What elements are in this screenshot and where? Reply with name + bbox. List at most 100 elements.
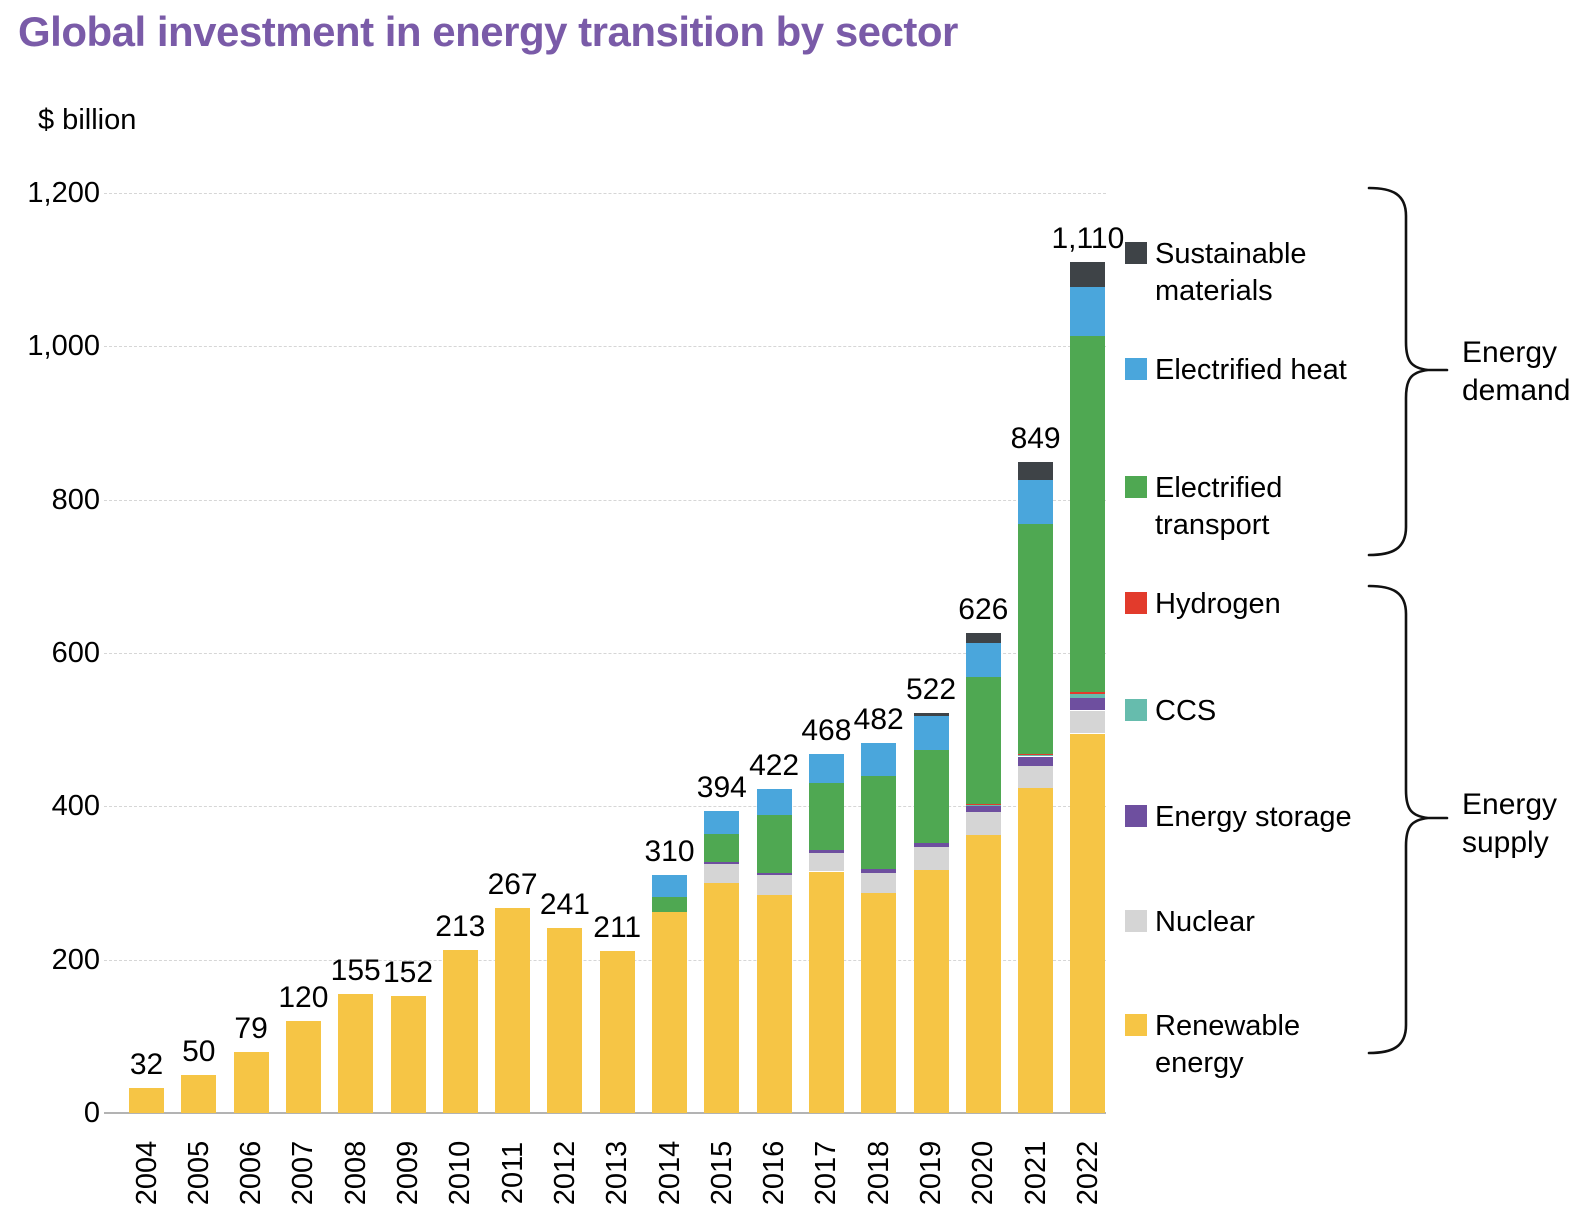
gridline-1,000 <box>104 346 1106 348</box>
bar-2021-electrified-heat <box>1018 479 1054 525</box>
legend-label-line: CCS <box>1155 695 1217 727</box>
bar-total-label-2006: 79 <box>234 1012 268 1046</box>
bar-2016-electrified-transport <box>756 814 792 874</box>
bar-total-label-2005: 50 <box>182 1034 216 1068</box>
x-axis-label-2014: 2014 <box>653 1140 686 1206</box>
bar-2019-sustainable-materials <box>913 712 949 716</box>
legend-swatch-renewable-energy <box>1125 1014 1147 1036</box>
bar-2018-renewable-energy <box>861 892 897 1113</box>
bar-2020-hydrogen <box>965 804 1001 805</box>
y-tick-label: 200 <box>51 943 100 976</box>
bracket-label-line: supply <box>1462 826 1549 859</box>
bar-total-label-2004: 32 <box>129 1048 164 1082</box>
bar-2017-electrified-heat <box>808 754 844 783</box>
legend-swatch-ccs <box>1125 699 1147 721</box>
gridline-800 <box>104 499 1106 501</box>
bar-total-label-2019: 522 <box>905 672 957 706</box>
bar-2017-renewable-energy <box>808 871 844 1113</box>
bar-2016-nuclear <box>756 874 792 896</box>
x-axis-label-2004: 2004 <box>130 1140 163 1206</box>
legend-label-line: Hydrogen <box>1155 588 1281 620</box>
bar-2018-nuclear <box>861 873 897 893</box>
bar-total-label-2009: 152 <box>382 956 434 990</box>
legend-item-renewable-energy: Renewable energy <box>1125 1008 1300 1082</box>
bar-2019-energy-storage <box>913 843 949 847</box>
bar-2016-electrified-heat <box>756 789 792 815</box>
bar-2017-electrified-transport <box>808 782 844 851</box>
bar-total-label-2015: 394 <box>696 770 747 804</box>
bar-2021-electrified-transport <box>1018 524 1054 755</box>
legend-item-hydrogen: Hydrogen <box>1125 586 1281 623</box>
bar-2011-renewable-energy <box>495 908 531 1113</box>
bar-2021-nuclear <box>1018 765 1054 788</box>
bar-total-label-2018: 482 <box>853 703 904 737</box>
bar-2021-sustainable-materials <box>1018 462 1054 480</box>
legend-label-electrified-transport: Electrified transport <box>1155 470 1282 544</box>
x-axis-label-2007: 2007 <box>287 1140 320 1206</box>
y-tick-label: 600 <box>51 637 100 669</box>
bar-2008-renewable-energy <box>338 994 374 1113</box>
legend-item-ccs: CCS <box>1125 693 1216 730</box>
legend-swatch-hydrogen <box>1125 592 1147 614</box>
bar-2016-energy-storage <box>756 873 792 875</box>
bar-total-label-2012: 241 <box>539 888 590 922</box>
bar-2018-electrified-heat <box>861 743 897 776</box>
bar-2022-nuclear <box>1070 710 1106 734</box>
legend-label-line: materials <box>1155 275 1273 307</box>
x-axis-line <box>104 1112 1106 1114</box>
legend-label-line: transport <box>1155 509 1270 541</box>
energy-supply-brace <box>1367 584 1449 1055</box>
bar-2015-renewable-energy <box>704 883 740 1113</box>
legend-label-line: Electrified heat <box>1155 354 1347 386</box>
x-axis-label-2013: 2013 <box>601 1140 634 1206</box>
bar-total-label-2013: 211 <box>593 911 642 945</box>
bar-2022-electrified-transport <box>1070 336 1106 693</box>
bar-2022-electrified-heat <box>1070 287 1106 337</box>
bar-2009-renewable-energy <box>390 996 426 1113</box>
bar-2015-electrified-heat <box>704 810 740 834</box>
y-tick-label: 800 <box>51 483 100 516</box>
x-axis-label-2008: 2008 <box>339 1140 372 1206</box>
gridline-400 <box>104 806 1106 808</box>
gridline-600 <box>104 653 1106 654</box>
bar-2022-hydrogen <box>1070 692 1106 694</box>
legend-label-ccs: CCS <box>1155 693 1216 730</box>
bar-2005-renewable-energy <box>181 1074 217 1113</box>
bar-2019-electrified-transport <box>913 750 949 844</box>
x-axis-label-2015: 2015 <box>705 1140 738 1206</box>
bar-2019-electrified-heat <box>913 715 949 751</box>
legend-label-nuclear: Nuclear <box>1155 904 1255 941</box>
bar-2015-electrified-transport <box>704 833 740 863</box>
bar-2020-electrified-transport <box>965 676 1001 805</box>
x-axis-label-2005: 2005 <box>182 1140 215 1206</box>
bar-2012-renewable-energy <box>547 928 583 1113</box>
legend-label-line: Energy storage <box>1155 801 1352 833</box>
bracket-label-line: Energy <box>1462 788 1558 821</box>
x-axis-label-2018: 2018 <box>862 1140 895 1206</box>
bar-2004-renewable-energy <box>129 1088 164 1113</box>
gridline-1,200 <box>104 193 1106 194</box>
bar-2020-electrified-heat <box>965 643 1001 677</box>
legend-swatch-energy-storage <box>1125 805 1147 827</box>
bar-2021-hydrogen <box>1018 754 1054 755</box>
bar-2007-renewable-energy <box>285 1021 321 1113</box>
y-tick-label: 1,200 <box>27 177 100 209</box>
x-axis-label-2016: 2016 <box>758 1140 791 1206</box>
energy-demand-label: Energy demand <box>1462 334 1570 410</box>
bar-total-label-2020: 626 <box>958 593 1009 627</box>
x-axis-label-2019: 2019 <box>915 1140 947 1206</box>
legend-label-electrified-heat: Electrified heat <box>1155 352 1347 389</box>
x-axis-label-2017: 2017 <box>810 1140 843 1206</box>
energy-supply-label: Energy supply <box>1462 786 1557 862</box>
bar-2017-nuclear <box>808 853 844 872</box>
legend-item-nuclear: Nuclear <box>1125 904 1255 941</box>
legend-label-line: Nuclear <box>1155 906 1255 938</box>
y-tick-label: 400 <box>51 790 100 823</box>
legend-swatch-electrified-heat <box>1125 358 1147 380</box>
bar-2020-energy-storage <box>965 806 1001 812</box>
legend-item-sustainable-materials: Sustainable materials <box>1125 236 1307 310</box>
bar-total-label-2007: 120 <box>278 981 329 1014</box>
legend-item-electrified-transport: Electrified transport <box>1125 470 1282 544</box>
x-axis-label-2006: 2006 <box>235 1140 268 1206</box>
